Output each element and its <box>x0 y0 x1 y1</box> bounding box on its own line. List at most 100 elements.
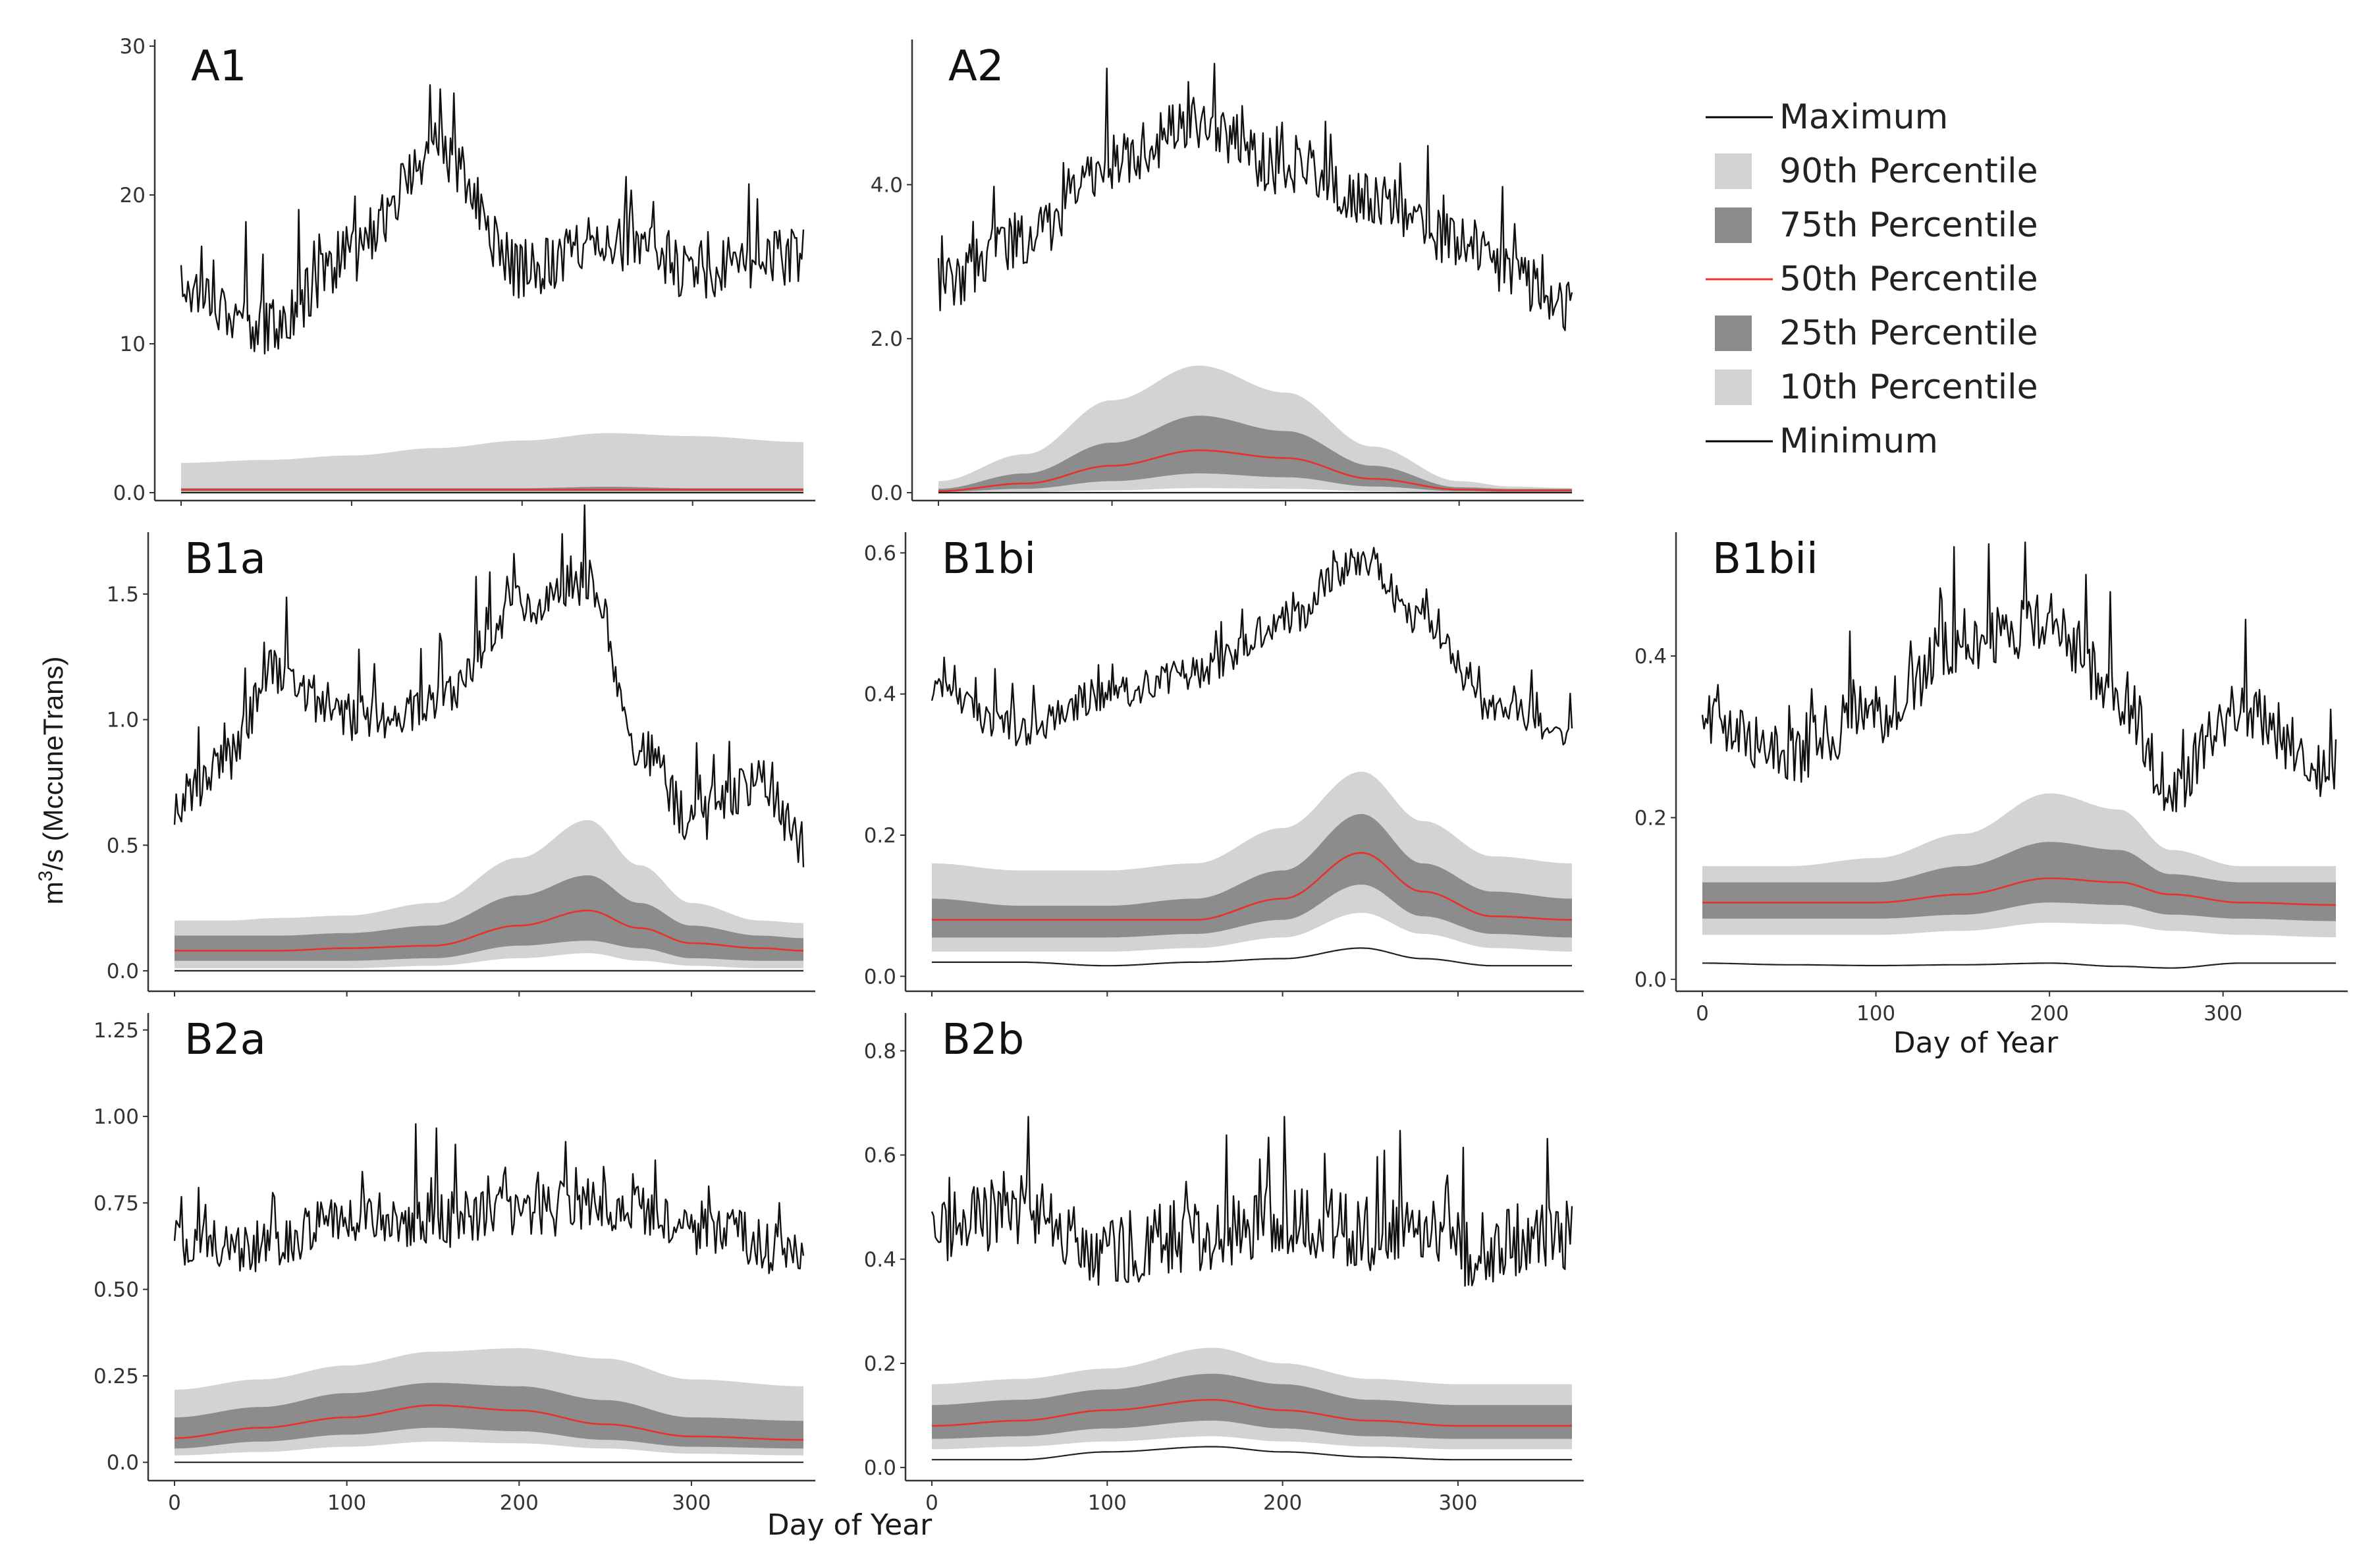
maximum-line <box>1701 541 2337 813</box>
x-tick-label: 300 <box>2204 1002 2242 1026</box>
minimum-line <box>932 947 1572 967</box>
legend-label: 10th Percentile <box>1779 368 2038 407</box>
y-tick-label: 0.0 <box>107 960 139 983</box>
legend-swatch <box>1715 207 1752 243</box>
legend-swatch <box>1715 315 1752 351</box>
maximum-line <box>173 1123 805 1274</box>
median-line <box>932 1399 1572 1427</box>
legend-item-75th-percentile: 75th Percentile <box>1715 205 2038 245</box>
panel-label: A1 <box>191 42 247 91</box>
y-tick-label: 1.25 <box>94 1019 139 1043</box>
x-tick-label: 300 <box>672 1491 711 1515</box>
band-10-90-percentile <box>181 433 803 492</box>
y-tick-label: 0.0 <box>107 1451 139 1475</box>
y-tick-label: 0.0 <box>113 481 146 505</box>
x-tick-label: 200 <box>500 1491 539 1515</box>
panel-label: B2a <box>184 1016 266 1064</box>
y-tick-label: 0.8 <box>864 1039 896 1063</box>
legend-label: Minimum <box>1779 422 1938 461</box>
legend-item-maximum: Maximum <box>1706 97 1948 137</box>
panel-b1bi: 0.0 0.2 0.4 0.6 B1bi <box>864 532 1584 997</box>
y-tick-label: 0.75 <box>94 1191 139 1215</box>
y-tick-label: 30 <box>120 35 146 59</box>
y-tick-label: 0.0 <box>1635 968 1667 992</box>
y-tick-label: 10 <box>120 333 146 356</box>
panel-label: B1a <box>184 535 266 584</box>
panel-b1a: 0.0 0.5 1.0 1.5 B1a <box>107 504 815 997</box>
legend-item-minimum: Minimum <box>1706 422 1938 461</box>
y-tick-label: 0.5 <box>107 834 139 858</box>
y-tick-label: 0.0 <box>864 965 896 989</box>
y-axis-title-sup: 3 <box>35 871 57 882</box>
y-tick-label: 0.2 <box>1635 806 1667 830</box>
y-tick-label: 0.0 <box>864 1456 896 1480</box>
panel-b2b: 0.0 0.2 0.4 0.6 0.8 0 100 200 300 B2b <box>864 1013 1584 1515</box>
x-tick-label: 0 <box>168 1491 181 1515</box>
legend-item-50th-percentile: 50th Percentile <box>1706 260 2038 299</box>
x-tick-label: 100 <box>327 1491 366 1515</box>
panel-label: B1bi <box>942 535 1036 584</box>
y-tick-label: 0.2 <box>864 1352 896 1376</box>
legend-label: 90th Percentile <box>1779 151 2038 191</box>
maximum-line <box>180 84 805 355</box>
legend-label: 75th Percentile <box>1779 205 2038 245</box>
maximum-line <box>931 547 1573 746</box>
y-tick-label: 1.0 <box>107 709 139 732</box>
x-axis-title-right: Day of Year <box>1893 1026 2059 1060</box>
panel-b1bii: 0.0 0.2 0.4 0 100 200 300 B1bii <box>1635 532 2348 1026</box>
panel-a2: 0.0 2.0 4.0 A2 <box>871 40 1584 506</box>
legend-swatch <box>1715 369 1752 405</box>
panel-label: B2b <box>942 1016 1024 1064</box>
x-tick-label: 300 <box>1438 1491 1477 1515</box>
y-tick-label: 0.4 <box>864 1248 896 1272</box>
y-tick-label: 0.0 <box>871 481 903 505</box>
band-25-75-percentile <box>932 813 1572 938</box>
y-tick-label: 2.0 <box>871 327 903 351</box>
y-axis-title-main: m <box>38 881 68 904</box>
legend-item-10th-percentile: 10th Percentile <box>1715 368 2038 407</box>
x-tick-label: 100 <box>1856 1002 1895 1026</box>
y-tick-label: 0.25 <box>94 1365 139 1388</box>
median-line <box>175 910 803 952</box>
panel-b2a: 0.0 0.25 0.50 0.75 1.00 1.25 0 100 200 300 B2a <box>94 1013 815 1515</box>
y-tick-label: 4.0 <box>871 173 903 197</box>
maximum-line <box>931 1116 1573 1287</box>
band-25-75-percentile <box>175 1382 803 1449</box>
y-tick-label: 20 <box>120 184 146 207</box>
x-tick-label: 200 <box>1263 1491 1302 1515</box>
panel-a1: 0.0 10 20 30 A1 <box>113 35 815 506</box>
x-tick-label: 200 <box>2030 1002 2069 1026</box>
x-tick-label: 0 <box>1696 1002 1709 1026</box>
legend-label: Maximum <box>1779 97 1948 137</box>
legend-item-90th-percentile: 90th Percentile <box>1715 151 2038 191</box>
y-tick-label: 0.2 <box>864 824 896 848</box>
minimum-line <box>1702 962 2336 969</box>
median-line <box>932 852 1572 921</box>
legend-label: 50th Percentile <box>1779 260 2038 299</box>
y-tick-label: 1.00 <box>94 1105 139 1129</box>
y-tick-label: 0.6 <box>864 541 896 565</box>
x-tick-label: 100 <box>1088 1491 1127 1515</box>
panel-label: A2 <box>948 42 1004 91</box>
legend: Maximum 90th Percentile 75th Percentile 50t… <box>1706 97 2038 461</box>
y-tick-label: 0.50 <box>94 1278 139 1302</box>
y-tick-label: 1.5 <box>107 583 139 607</box>
y-axis-title-rest: /s (MccuneTrans) <box>38 657 68 871</box>
maximum-line <box>173 504 805 867</box>
legend-label: 25th Percentile <box>1779 314 2038 353</box>
legend-item-25th-percentile: 25th Percentile <box>1715 314 2038 353</box>
median-line <box>175 1404 803 1441</box>
x-axis-title-left: Day of Year <box>767 1508 933 1542</box>
median-line <box>938 449 1572 492</box>
panel-label: B1bii <box>1712 535 1818 584</box>
band-25-75-percentile <box>1702 842 2336 921</box>
y-tick-label: 0.6 <box>864 1144 896 1168</box>
median-line <box>1702 877 2336 906</box>
band-25-75-percentile <box>938 416 1572 492</box>
x-tick-label: 0 <box>925 1491 938 1515</box>
minimum-line <box>932 1446 1572 1461</box>
y-tick-label: 0.4 <box>1635 645 1667 669</box>
legend-swatch <box>1715 153 1752 189</box>
